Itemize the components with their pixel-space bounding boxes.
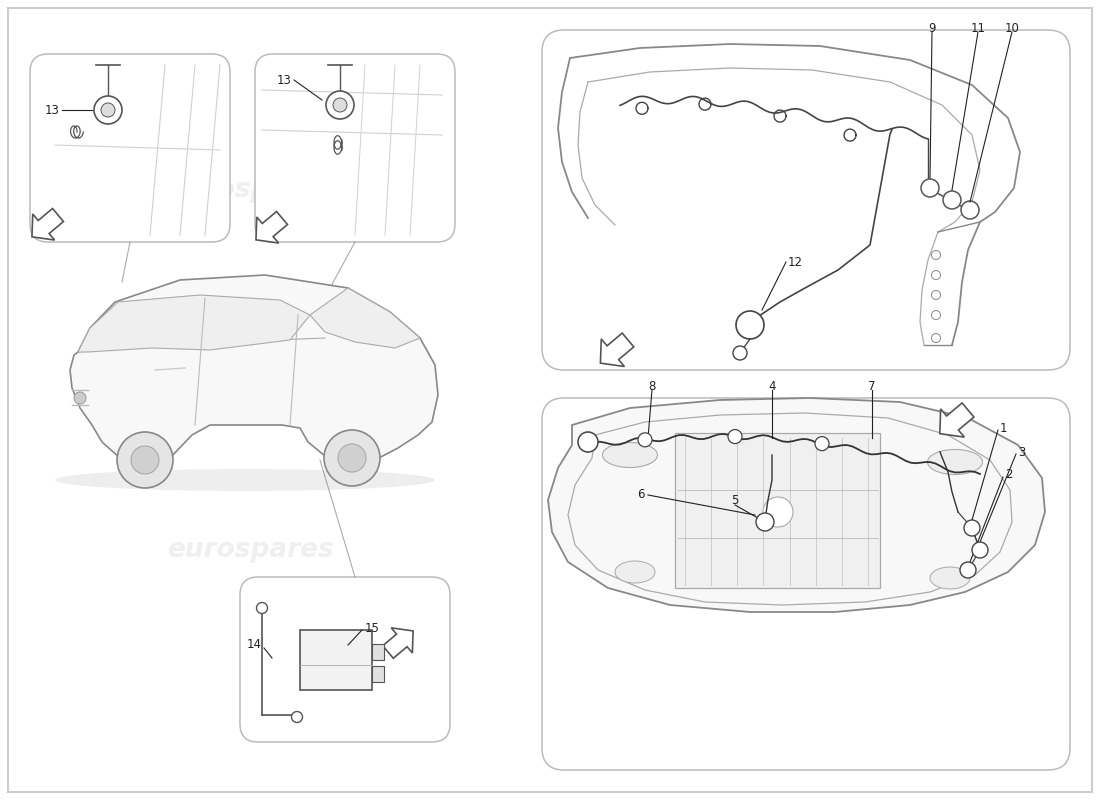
Circle shape: [943, 191, 961, 209]
Circle shape: [338, 444, 366, 472]
Polygon shape: [78, 295, 310, 352]
Circle shape: [932, 290, 940, 299]
Circle shape: [932, 334, 940, 342]
Circle shape: [932, 310, 940, 319]
Circle shape: [932, 270, 940, 279]
Polygon shape: [601, 333, 634, 366]
Text: 7: 7: [868, 379, 876, 393]
Circle shape: [972, 542, 988, 558]
FancyBboxPatch shape: [30, 54, 230, 242]
Polygon shape: [939, 403, 974, 437]
FancyBboxPatch shape: [240, 577, 450, 742]
Ellipse shape: [930, 567, 970, 589]
Circle shape: [101, 103, 116, 117]
Circle shape: [932, 250, 940, 259]
Text: 12: 12: [788, 255, 803, 269]
Circle shape: [74, 392, 86, 404]
Circle shape: [326, 91, 354, 119]
Circle shape: [728, 430, 743, 443]
Text: 14: 14: [248, 638, 262, 651]
Polygon shape: [70, 275, 438, 464]
Circle shape: [94, 96, 122, 124]
Circle shape: [638, 433, 652, 447]
Circle shape: [815, 437, 829, 450]
FancyBboxPatch shape: [542, 30, 1070, 370]
Polygon shape: [548, 398, 1045, 612]
Text: eurospares: eurospares: [667, 212, 834, 238]
Text: 10: 10: [1004, 22, 1020, 34]
Circle shape: [333, 98, 346, 112]
Polygon shape: [383, 628, 414, 658]
Text: 6: 6: [638, 489, 645, 502]
Circle shape: [733, 346, 747, 360]
Ellipse shape: [603, 442, 658, 467]
Circle shape: [756, 513, 774, 531]
FancyBboxPatch shape: [675, 433, 880, 588]
Circle shape: [578, 432, 598, 452]
Circle shape: [921, 179, 939, 197]
Text: 3: 3: [1018, 446, 1025, 458]
Text: 8: 8: [648, 379, 656, 393]
Text: eurospares: eurospares: [166, 177, 333, 203]
Text: 11: 11: [970, 22, 986, 34]
Circle shape: [960, 562, 976, 578]
Text: 13: 13: [45, 103, 60, 117]
Text: eurospares: eurospares: [667, 567, 834, 593]
Text: 9: 9: [928, 22, 936, 34]
Text: 5: 5: [732, 494, 739, 506]
Circle shape: [324, 430, 380, 486]
Polygon shape: [32, 209, 64, 240]
Text: 15: 15: [365, 622, 380, 634]
Text: eurospares: eurospares: [166, 537, 333, 563]
Polygon shape: [310, 288, 420, 348]
Circle shape: [256, 602, 267, 614]
Circle shape: [763, 497, 793, 527]
Text: 13: 13: [277, 74, 292, 86]
FancyBboxPatch shape: [372, 644, 384, 660]
FancyBboxPatch shape: [542, 398, 1070, 770]
FancyBboxPatch shape: [255, 54, 455, 242]
FancyBboxPatch shape: [372, 666, 384, 682]
Circle shape: [131, 446, 160, 474]
Circle shape: [964, 520, 980, 536]
Circle shape: [961, 201, 979, 219]
Text: 4: 4: [768, 379, 776, 393]
Text: 1: 1: [1000, 422, 1008, 434]
Ellipse shape: [55, 469, 435, 491]
Polygon shape: [256, 211, 287, 243]
Circle shape: [117, 432, 173, 488]
Ellipse shape: [615, 561, 654, 583]
Ellipse shape: [927, 450, 982, 474]
Circle shape: [736, 311, 764, 339]
Circle shape: [292, 711, 302, 722]
Text: 2: 2: [1005, 469, 1012, 482]
FancyBboxPatch shape: [300, 630, 372, 690]
